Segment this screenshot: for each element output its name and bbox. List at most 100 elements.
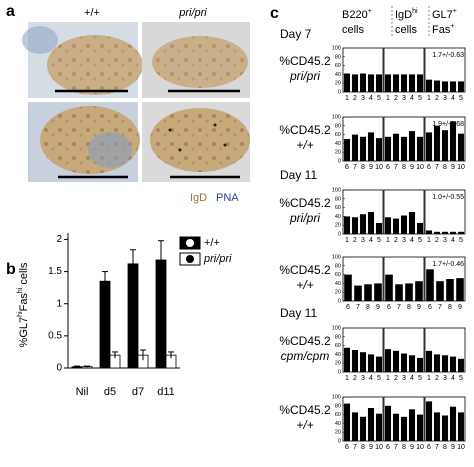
x-tick-label: 6 bbox=[387, 304, 391, 311]
x-tick-label: 9 bbox=[458, 304, 462, 311]
x-tick-label: 10 bbox=[416, 444, 424, 451]
bar bbox=[127, 263, 139, 369]
x-tick-label: 10 bbox=[416, 164, 424, 171]
panel-frame bbox=[383, 256, 425, 302]
bar bbox=[375, 74, 383, 92]
x-tick-label: 4 bbox=[410, 95, 414, 102]
row-label: pri/pri bbox=[289, 211, 320, 225]
x-tick-label: 10 bbox=[375, 164, 383, 171]
bar bbox=[351, 217, 359, 234]
y-axis-label: %GL7hiFashi cells bbox=[17, 262, 30, 347]
x-tick-label: 4 bbox=[410, 375, 414, 382]
header-part: hi bbox=[412, 8, 418, 15]
row-label: +/+ bbox=[296, 278, 313, 292]
x-tick-label: 9 bbox=[369, 164, 373, 171]
bar bbox=[375, 223, 383, 234]
x-tick-label: 5 bbox=[377, 375, 381, 382]
bar bbox=[449, 406, 457, 441]
x-tick-label: 7 bbox=[353, 164, 357, 171]
row-label: pri/pri bbox=[289, 69, 320, 83]
bar bbox=[351, 412, 359, 441]
bar bbox=[441, 415, 449, 441]
bar bbox=[408, 355, 416, 372]
header-part: + bbox=[450, 23, 454, 30]
y-tick-label: 60 bbox=[335, 412, 341, 418]
column-header: Fas+ bbox=[432, 23, 454, 36]
y-tick-label: 40 bbox=[335, 214, 341, 220]
bar bbox=[351, 134, 359, 161]
x-tick-label: d5 bbox=[104, 386, 116, 398]
bar bbox=[457, 412, 465, 441]
x-tick-label: 1 bbox=[386, 95, 390, 102]
day-label: Day 11 bbox=[280, 168, 317, 182]
y-tick-label: 80 bbox=[335, 123, 341, 129]
y-tick-label: 20 bbox=[335, 290, 341, 296]
x-tick-label: 5 bbox=[418, 95, 422, 102]
x-tick-label: 9 bbox=[369, 444, 373, 451]
bar bbox=[367, 212, 375, 234]
row-label: %CD45.2 bbox=[279, 263, 331, 277]
y-tick-label: 60 bbox=[335, 205, 341, 211]
x-tick-label: 5 bbox=[377, 237, 381, 244]
x-tick-label: 3 bbox=[402, 95, 406, 102]
bar bbox=[457, 358, 465, 372]
bar bbox=[433, 354, 441, 372]
bar bbox=[425, 230, 433, 234]
x-tick-label: 1 bbox=[345, 95, 349, 102]
y-tick-label: 0.5 bbox=[48, 330, 62, 341]
bar bbox=[457, 133, 465, 161]
bar bbox=[400, 74, 408, 92]
x-tick-label: 8 bbox=[443, 444, 447, 451]
column-label: +/+ bbox=[84, 7, 100, 19]
bar bbox=[446, 279, 454, 301]
bar bbox=[449, 121, 457, 161]
column-header: GL7+ bbox=[432, 8, 457, 21]
x-tick-label: 8 bbox=[443, 164, 447, 171]
x-tick-label: 7 bbox=[394, 164, 398, 171]
bar bbox=[416, 357, 424, 372]
x-tick-label: 4 bbox=[451, 375, 455, 382]
bar bbox=[354, 285, 362, 301]
x-tick-label: 2 bbox=[435, 237, 439, 244]
row-label: %CD45.2 bbox=[279, 403, 331, 417]
x-tick-label: 7 bbox=[435, 164, 439, 171]
x-tick-label: 1 bbox=[427, 375, 431, 382]
bar bbox=[343, 139, 351, 161]
x-tick-label: 3 bbox=[443, 95, 447, 102]
x-tick-label: 8 bbox=[361, 164, 365, 171]
bar bbox=[343, 216, 351, 234]
bar bbox=[425, 79, 433, 92]
annotation: 1.9+/-0.68 bbox=[432, 121, 464, 128]
y-tick-label: 80 bbox=[335, 263, 341, 269]
bar bbox=[392, 413, 400, 441]
y-tick-label: 100 bbox=[332, 254, 341, 260]
x-tick-label: 3 bbox=[361, 237, 365, 244]
bar bbox=[441, 231, 449, 234]
bar bbox=[400, 416, 408, 441]
header-part: IgD bbox=[395, 9, 412, 21]
bar bbox=[408, 74, 416, 92]
x-tick-label: 5 bbox=[459, 237, 463, 244]
bar bbox=[367, 354, 375, 372]
bar bbox=[99, 280, 111, 369]
bar bbox=[351, 74, 359, 92]
bar bbox=[408, 409, 416, 441]
y-tick-label: 40 bbox=[335, 72, 341, 78]
bar bbox=[400, 353, 408, 372]
row-label: %CD45.2 bbox=[279, 196, 331, 210]
y-tick-label: 20 bbox=[335, 81, 341, 87]
x-tick-label: 1 bbox=[345, 375, 349, 382]
bar bbox=[425, 401, 433, 441]
x-tick-label: Nil bbox=[76, 386, 89, 398]
bar bbox=[415, 281, 423, 301]
bar bbox=[433, 80, 441, 92]
bar bbox=[343, 73, 351, 92]
bar bbox=[359, 136, 367, 161]
panel-letter: a bbox=[6, 3, 15, 20]
bar bbox=[392, 74, 400, 92]
x-tick-label: 9 bbox=[376, 304, 380, 311]
bar bbox=[449, 356, 457, 372]
x-tick-label: 6 bbox=[386, 164, 390, 171]
y-tick-label: 0 bbox=[338, 89, 341, 95]
